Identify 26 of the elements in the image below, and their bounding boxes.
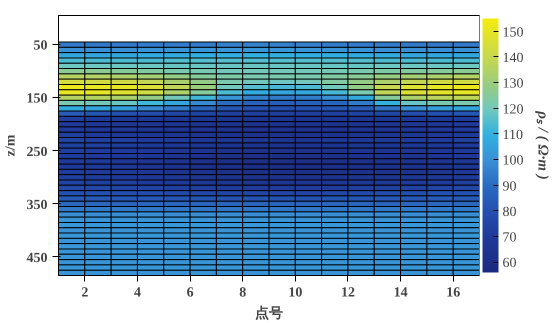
y-axis-title: z/m: [4, 134, 18, 156]
color-bar-label: 80: [502, 204, 516, 220]
x-tick-label: 10: [288, 286, 302, 300]
y-tick-label: 450: [26, 250, 48, 266]
y-tick-label: 350: [26, 198, 48, 213]
color-bar-label: 60: [502, 256, 516, 272]
color-bar-label: 70: [502, 230, 516, 246]
color-bar-label: 130: [502, 76, 524, 92]
x-tick-label: 12: [340, 286, 355, 300]
x-tick-label: 4: [134, 286, 141, 300]
y-tick-label: 50: [34, 38, 48, 54]
x-tick-label: 8: [239, 286, 246, 300]
y-tick-label: 250: [26, 144, 48, 160]
x-tick-label: 14: [394, 286, 408, 300]
x-tick-label: 16: [446, 286, 460, 300]
y-tick-label: 150: [26, 92, 48, 107]
color-bar-title: ρₛ / ( Ω·m ): [534, 110, 550, 180]
color-bar-label: 140: [502, 50, 524, 66]
x-tick-label: 2: [81, 286, 88, 300]
color-bar-label: 150: [502, 25, 524, 40]
color-bar-label: 90: [502, 179, 516, 194]
color-bar-label: 110: [502, 128, 523, 143]
x-tick-label: 6: [186, 286, 194, 300]
color-bar-label: 100: [502, 154, 524, 169]
color-bar-label: 120: [502, 102, 524, 118]
x-axis-title: 点号: [255, 304, 283, 320]
